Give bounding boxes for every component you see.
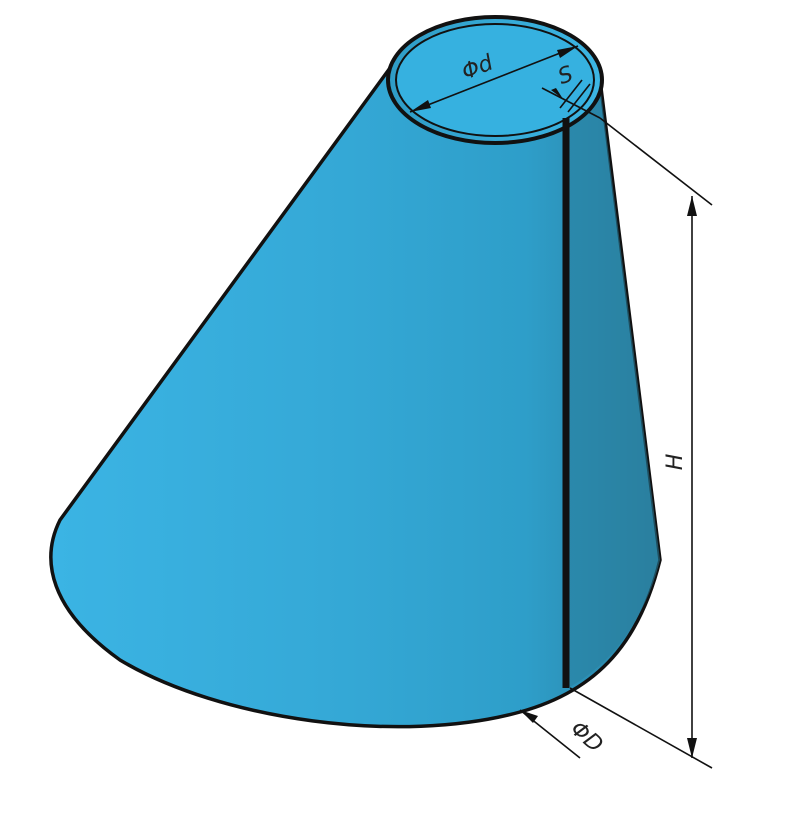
cone-shadow-band xyxy=(568,85,660,688)
height-arrow-top xyxy=(687,196,697,216)
height-arrow-bottom xyxy=(687,738,697,758)
top-opening-inner xyxy=(395,23,595,137)
thickness-arrow xyxy=(551,88,563,99)
height-label: H xyxy=(663,454,688,471)
thickness-dim-line xyxy=(541,87,601,119)
top-diameter-arrow-left xyxy=(410,100,431,112)
height-ext-bottom xyxy=(569,687,713,769)
base-diameter-arrow xyxy=(520,710,538,723)
thickness-ext-line-2 xyxy=(567,83,591,113)
cone-body xyxy=(49,66,662,729)
top-diameter-dim-line xyxy=(409,45,579,113)
thickness-ext-line xyxy=(559,79,583,109)
height-ext-top xyxy=(599,117,713,206)
top-diameter-arrow-right xyxy=(557,46,578,58)
